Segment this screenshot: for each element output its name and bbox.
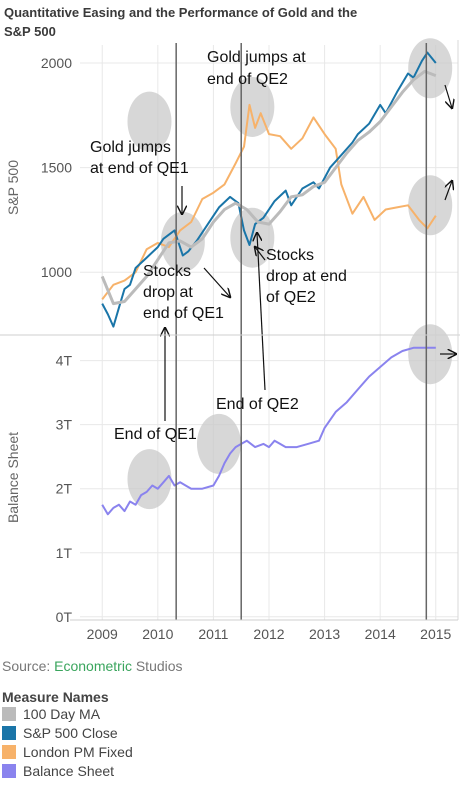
annotation-gold-qe1: Gold jumps at end of QE1 [90,139,189,177]
annotation-stocks-qe1-line-1: Stocks [143,263,191,280]
legend-label-2: London PM Fixed [23,744,133,760]
annotation-stocks-qe2-line-1: Stocks [266,247,314,264]
vertical-line-layer [175,43,428,620]
x-tick-label-2010: 2010 [142,626,173,642]
y-tick-label-1-1T: 1T [56,545,73,561]
plot-grid [80,45,458,620]
legend-label-3: Balance Sheet [23,763,114,779]
chart-title-line-2: S&P 500 [4,24,56,39]
legend-label-0: 100 Day MA [23,706,101,722]
legend-title: Measure Names [2,689,109,705]
y-tick-label-0-1500: 1500 [41,160,72,176]
annotation-gold-qe2-line-1: Gold jumps at [207,49,306,66]
source-note: Source: Econometric Studios [2,658,183,674]
arrow-sp-trend [444,84,452,108]
annotation-stocks-qe2-line-2: drop at end [266,268,347,285]
annotation-gold-qe1-line-1: Gold jumps [90,139,171,156]
annotation-stocks-qe2-line-3: of QE2 [266,289,316,306]
y-axis-title-1: Balance Sheet [5,432,21,523]
legend-swatch-2 [2,745,16,759]
highlight-ellipse-1-2 [408,324,453,385]
source-prefix: Source: [2,658,54,674]
legend: Measure Names 100 Day MA S&P 500 Close Lon… [2,689,133,779]
source-link[interactable]: Econometric [54,658,132,674]
highlight-ellipse-0-0 [127,91,172,152]
x-tick-label-2013: 2013 [309,626,340,642]
series-line-100-day-ma [100,69,437,306]
y-tick-label-1-2T: 2T [56,481,73,497]
annotation-stocks-qe1: Stocks drop at end of QE1 [143,263,224,322]
y-tick-label-1-0T: 0T [56,609,73,625]
chart-title-line-1: Quantitative Easing and the Performance … [4,5,357,20]
annotation-gold-qe2: Gold jumps at end of QE2 [207,49,310,88]
x-tick-label-2014: 2014 [365,626,396,642]
annotation-arrow-layer [165,84,456,421]
y-tick-label-0-1000: 1000 [41,264,72,280]
annotation-stocks-qe1-line-3: end of QE1 [143,305,224,322]
highlight-ellipse-1-1 [196,413,241,474]
annotation-stocks-qe1-line-2: drop at [143,284,193,301]
annotation-end-qe2: End of QE2 [216,396,299,413]
arrow-stocks-qe1 [203,267,230,297]
y-tick-label-1-4T: 4T [56,353,73,369]
annotation-gold-qe2-line-2: end of QE2 [207,71,288,88]
y-tick-label-1-3T: 3T [56,417,73,433]
legend-swatch-0 [2,707,16,721]
axes-layer: 1000 1500 2000 S&P 500 0T 1T 2T 3T 4T Balance She… [0,40,460,642]
x-tick-label-2012: 2012 [253,626,284,642]
x-tick-label-2011: 2011 [198,626,228,642]
annotation-stocks-qe2: Stocks drop at end of QE2 [266,247,351,306]
legend-swatch-1 [2,726,16,740]
series-line-london-pm-fixed [101,103,437,301]
highlight-ellipse-1-0 [127,449,172,510]
x-tick-label-2015: 2015 [420,626,451,642]
source-suffix: Studios [132,658,183,674]
series-line-balance-sheet [101,346,436,516]
highlight-ellipse-0-4 [408,38,453,99]
legend-label-1: S&P 500 Close [23,725,118,741]
y-axis-title-0: S&P 500 [5,160,21,215]
series-layer [100,51,437,516]
arrow-end-qe2 [257,233,266,391]
annotation-end-qe1: End of QE1 [114,426,197,443]
y-tick-label-0-2000: 2000 [41,55,72,71]
x-tick-label-2009: 2009 [87,626,118,642]
arrow-stocks-qe2 [255,247,266,261]
arrow-gold-trend [444,181,452,201]
annotation-gold-qe1-line-2: at end of QE1 [90,160,189,177]
highlight-ellipse-0-5 [408,175,453,236]
series-line-s-p-500-close [101,51,437,328]
legend-swatch-3 [2,764,16,778]
